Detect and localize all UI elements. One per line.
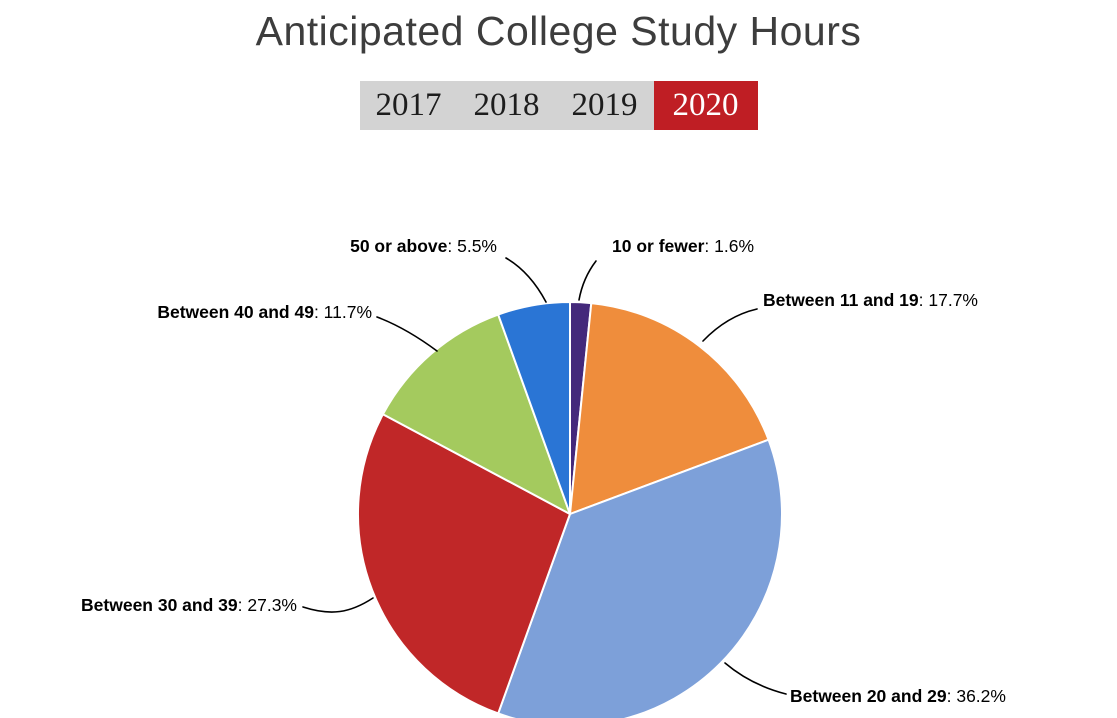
pie-slices: [357, 301, 783, 718]
slice-label-between-40-and-49: Between 40 and 49: 11.7%: [157, 302, 372, 323]
pie-slice-between-30-and-39[interactable]: [357, 413, 571, 715]
slice-label-text: 10 or fewer: [612, 236, 705, 256]
leader-line: [376, 316, 438, 352]
slice-label-between-11-and-19: Between 11 and 19: 17.7%: [763, 290, 978, 311]
tab-2019[interactable]: 2019: [571, 87, 638, 123]
pie-slice-between-11-and-19[interactable]: [569, 302, 770, 515]
leader-line: [302, 597, 374, 613]
chart-title: Anticipated College Study Hours: [255, 8, 862, 54]
slice-label-text: Between 30 and 39: [81, 595, 238, 615]
slice-label-value: : 27.3%: [237, 595, 297, 615]
pie-slice-between-40-and-49[interactable]: [381, 313, 571, 515]
tab-2018[interactable]: 2018: [473, 87, 540, 123]
pie-slice-between-20-and-29[interactable]: [497, 438, 783, 718]
leader-line: [702, 308, 758, 342]
leader-line: [724, 662, 787, 695]
slice-label-text: Between 20 and 29: [790, 686, 947, 706]
slice-label-value: : 1.6%: [704, 236, 755, 256]
slice-label-50-or-above: 50 or above: 5.5%: [350, 236, 497, 257]
year-tab-bar: 2017 2018 2019 2020: [359, 81, 758, 130]
slice-label-between-20-and-29: Between 20 and 29: 36.2%: [790, 686, 1006, 707]
tab-2017[interactable]: 2017: [375, 87, 442, 123]
slice-label-10-or-fewer: 10 or fewer: 1.6%: [612, 236, 754, 257]
leader-line: [578, 260, 597, 301]
leader-line: [505, 257, 547, 303]
slice-label-between-30-and-39: Between 30 and 39: 27.3%: [81, 595, 297, 616]
pie-slice-50-or-above[interactable]: [497, 301, 571, 515]
slice-label-value: : 36.2%: [946, 686, 1006, 706]
slice-label-value: : 17.7%: [918, 290, 978, 310]
slice-label-text: 50 or above: [350, 236, 448, 256]
slice-label-text: Between 11 and 19: [763, 290, 919, 310]
leader-lines: [302, 257, 787, 695]
tab-2020[interactable]: 2020: [653, 81, 758, 130]
slice-label-text: Between 40 and 49: [157, 302, 314, 322]
slice-label-value: : 11.7%: [313, 302, 372, 322]
slice-label-value: : 5.5%: [447, 236, 497, 256]
